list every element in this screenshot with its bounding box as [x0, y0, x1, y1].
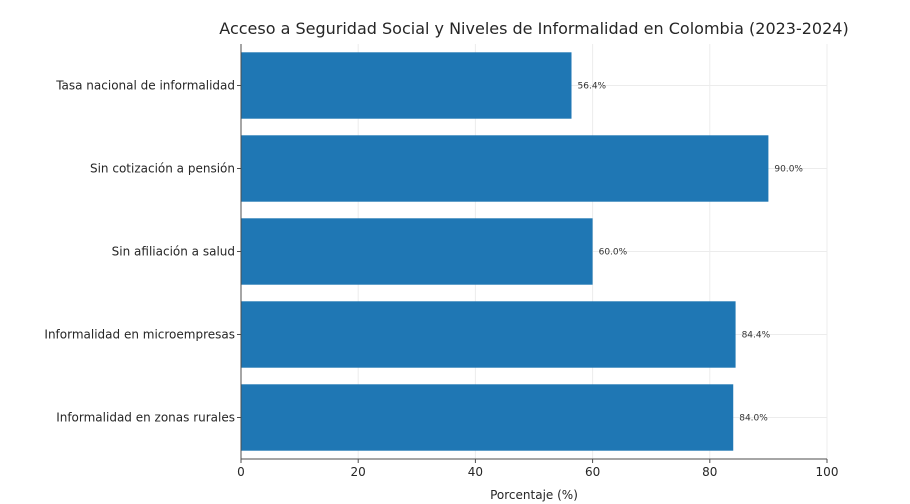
bar [241, 135, 769, 202]
category-label: Sin afiliación a salud [112, 245, 235, 259]
bar-value-label: 84.4% [742, 331, 771, 341]
x-tick-label: 60 [585, 465, 600, 479]
category-labels: Tasa nacional de informalidad Sin cotizac… [44, 79, 241, 425]
bar-value-label: 90.0% [774, 165, 803, 175]
x-tick-label: 0 [237, 465, 245, 479]
category-label: Tasa nacional de informalidad [55, 79, 235, 93]
chart-title: Acceso a Seguridad Social y Niveles de I… [219, 19, 848, 38]
bar [241, 301, 736, 368]
bar [241, 218, 593, 285]
bar [241, 384, 734, 451]
x-tick-label: 40 [468, 465, 483, 479]
x-tick-label: 100 [816, 465, 839, 479]
bar-value-label: 60.0% [599, 248, 628, 258]
bars [241, 52, 769, 451]
x-tick-label: 80 [702, 465, 717, 479]
bar-value-label: 56.4% [578, 82, 607, 92]
x-tick-label: 20 [351, 465, 366, 479]
bar [241, 52, 572, 119]
category-label: Informalidad en microempresas [44, 328, 235, 342]
category-label: Informalidad en zonas rurales [56, 411, 235, 425]
x-axis-label: Porcentaje (%) [490, 488, 578, 502]
category-label: Sin cotización a pensión [90, 162, 235, 176]
bar-value-label: 84.0% [739, 414, 768, 424]
x-ticks: 0 20 40 60 80 100 [237, 459, 838, 479]
value-labels: 56.4% 90.0% 60.0% 84.4% 84.0% [578, 82, 804, 424]
